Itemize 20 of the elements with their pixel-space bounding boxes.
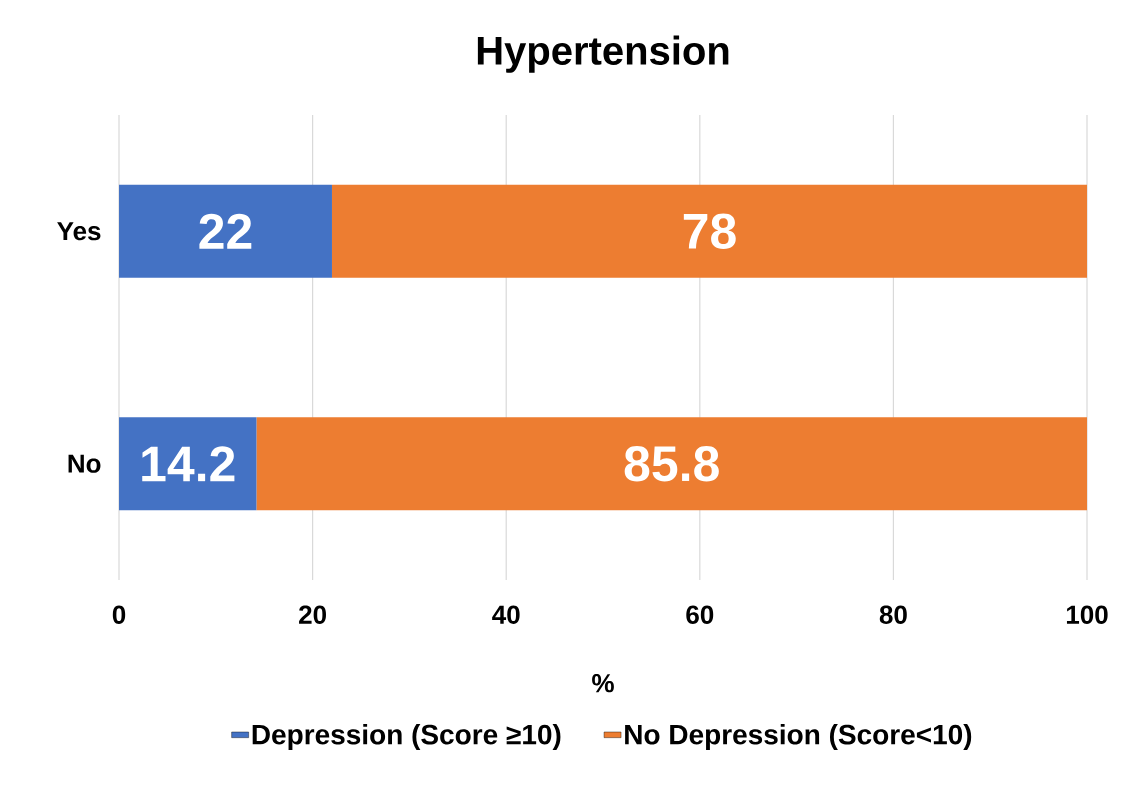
x-tick-label: 100 xyxy=(1066,605,1108,624)
chart-title: Hypertension xyxy=(477,35,729,73)
data-label: 78 xyxy=(683,213,736,249)
x-tick-label: 60 xyxy=(686,605,714,624)
x-axis-title: % xyxy=(592,674,614,693)
bar xyxy=(119,184,332,278)
data-label: 85.8 xyxy=(624,446,719,482)
data-label: 14.2 xyxy=(142,446,235,482)
data-label: 22 xyxy=(199,213,252,249)
x-tick-label: 0 xyxy=(112,605,126,624)
y-tick-label: Yes xyxy=(57,222,101,241)
bar xyxy=(256,417,1088,511)
bar xyxy=(119,417,257,511)
x-tick-label: 80 xyxy=(879,605,907,624)
x-tick-label: 40 xyxy=(492,605,520,624)
x-tick-label: 20 xyxy=(299,605,326,624)
legend-label: Depression (Score ≥10) xyxy=(252,723,561,751)
y-tick-label: No xyxy=(68,454,101,473)
bar xyxy=(331,184,1088,278)
legend-label: No Depression (Score<10) xyxy=(625,723,972,751)
